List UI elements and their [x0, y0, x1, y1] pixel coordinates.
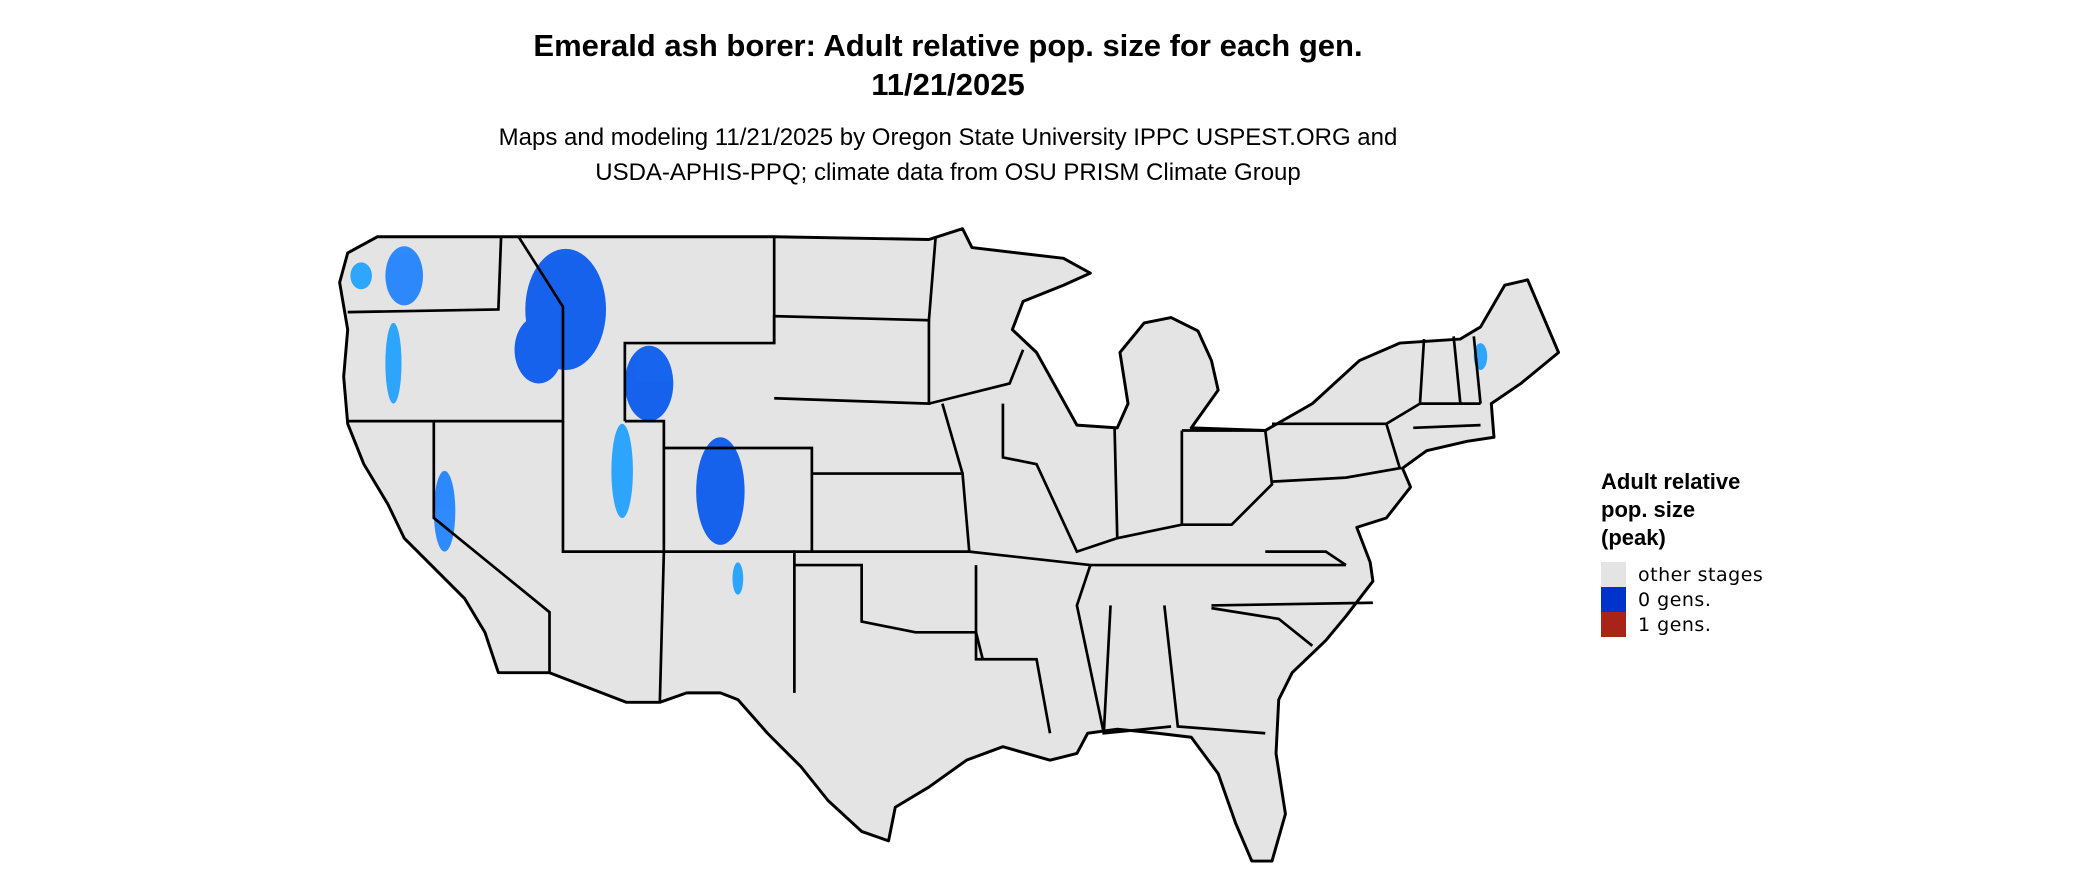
- patch-sierra: [433, 470, 456, 552]
- patch-utah: [611, 423, 633, 518]
- patch-olympics: [350, 262, 372, 290]
- legend-swatch-1-gens: [1601, 612, 1626, 637]
- legend-title-2: pop. size: [1601, 497, 1696, 522]
- subtitle-line-2: USDA-APHIS-PPQ; climate data from OSU PR…: [595, 159, 1301, 186]
- legend-swatch-other: [1601, 562, 1626, 587]
- legend-label-other: other stages: [1638, 563, 1764, 586]
- conus-land: [338, 227, 1561, 863]
- legend-item-1-gens: 1 gens.: [1601, 612, 1763, 637]
- patch-colorado: [696, 437, 745, 545]
- legend-item-0-gens: 0 gens.: [1601, 587, 1763, 612]
- zero-gen-patches: [350, 246, 1488, 595]
- state-borders: [347, 236, 1482, 735]
- legend: Adult relative pop. size (peak) other st…: [1601, 468, 1763, 637]
- patch-cascades-wa: [385, 246, 424, 306]
- patch-wyoming: [624, 345, 674, 422]
- subtitle-line-1: Maps and modeling 11/21/2025 by Oregon S…: [498, 124, 1398, 151]
- patch-central-idaho: [514, 316, 563, 384]
- legend-swatch-0-gens: [1601, 587, 1626, 612]
- legend-title-1: Adult relative: [1601, 469, 1741, 494]
- map-date: 11/21/2025: [871, 67, 1025, 102]
- legend-item-other-stages: other stages: [1601, 562, 1763, 587]
- patch-new-mexico: [732, 562, 744, 595]
- legend-title-3: (peak): [1601, 525, 1666, 550]
- patch-oregon-cascades: [385, 322, 402, 404]
- legend-label-1-gens: 1 gens.: [1638, 613, 1712, 636]
- legend-label-0-gens: 0 gens.: [1638, 588, 1712, 611]
- map-title: Emerald ash borer: Adult relative pop. s…: [533, 28, 1363, 63]
